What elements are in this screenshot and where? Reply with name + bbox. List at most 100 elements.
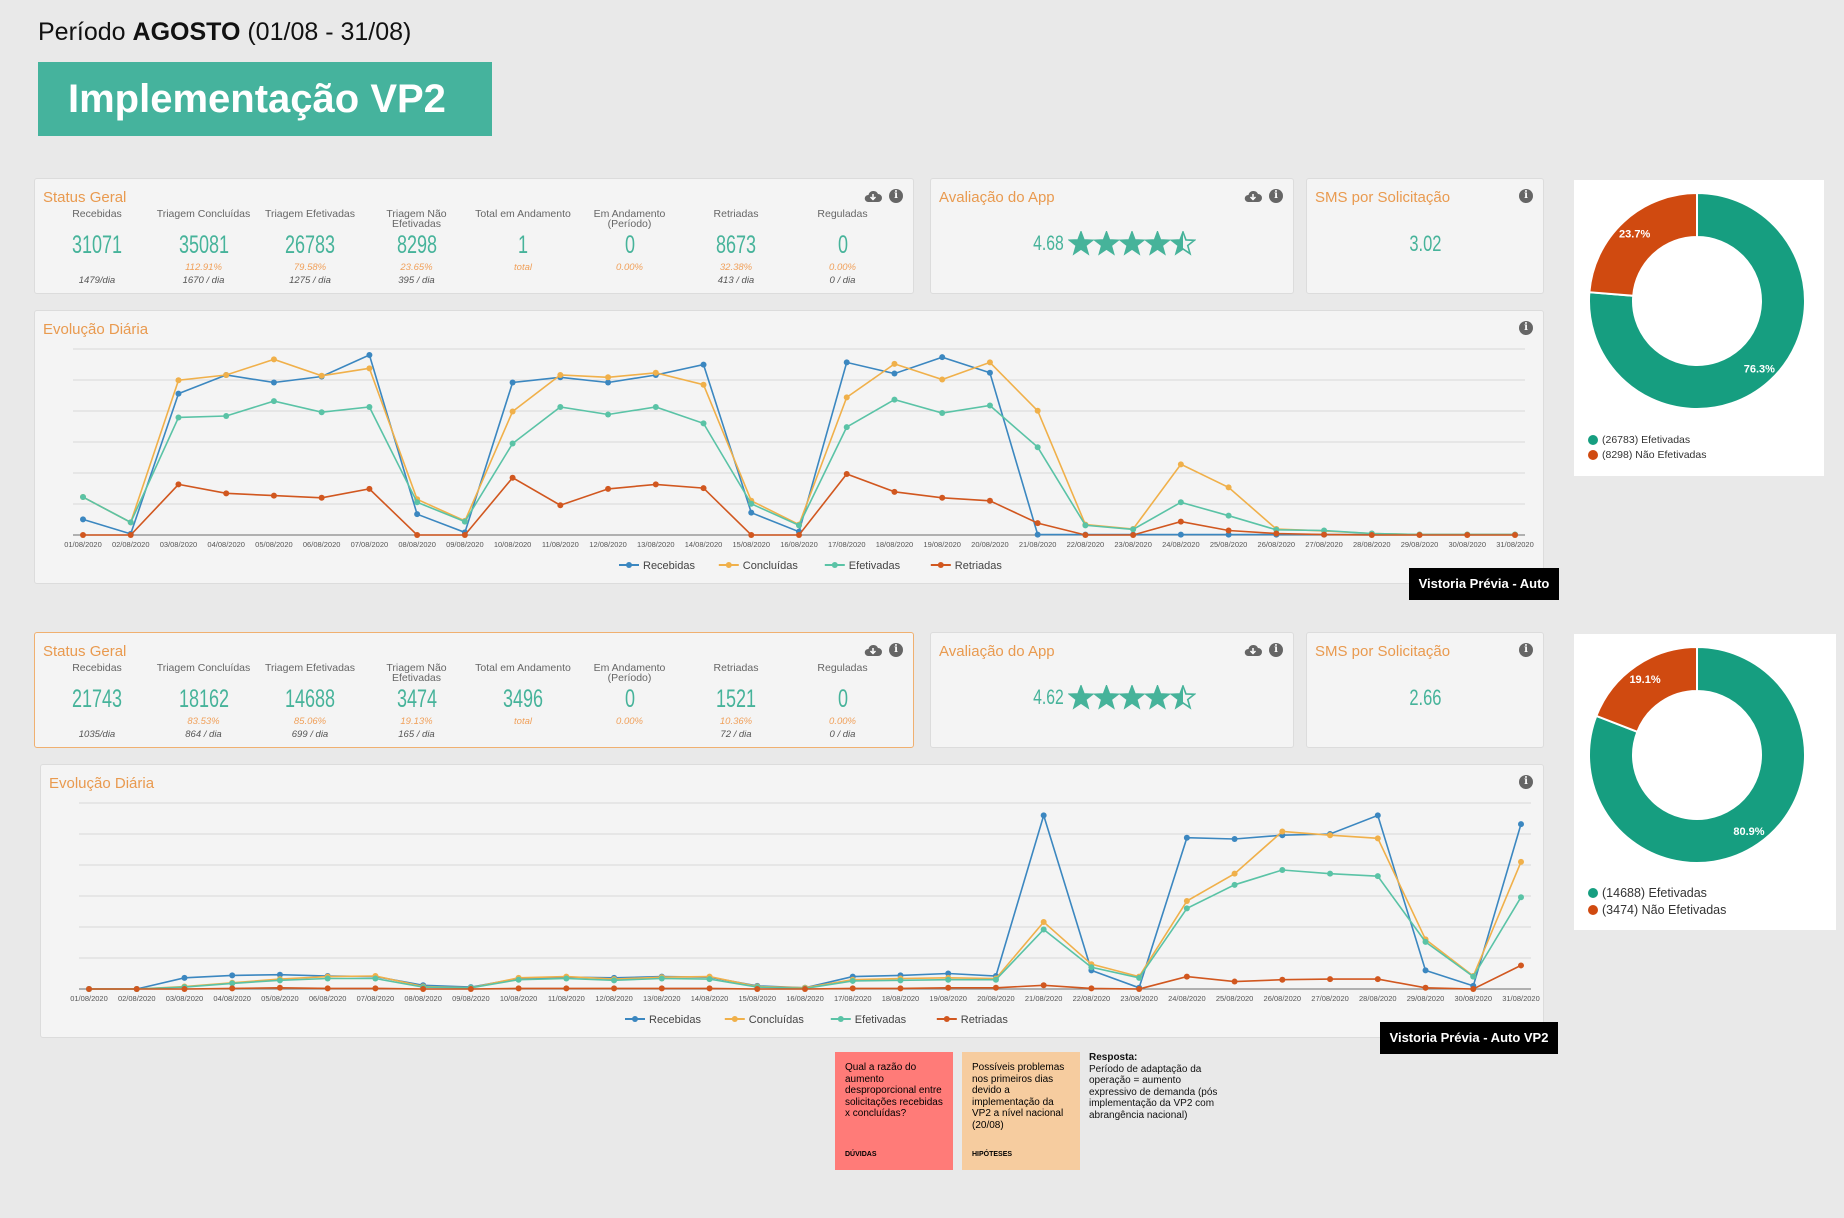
data-point[interactable]	[1040, 982, 1047, 989]
data-point[interactable]	[1321, 531, 1328, 538]
chart-legend-item[interactable]: Recebidas	[625, 1014, 701, 1026]
cloud-download-icon[interactable]	[863, 643, 883, 657]
data-point[interactable]	[223, 412, 230, 419]
donut-legend-item[interactable]: (3474) Não Efetivadas	[1588, 903, 1726, 917]
info-icon[interactable]: i	[1269, 189, 1283, 203]
data-point[interactable]	[748, 500, 755, 507]
data-point[interactable]	[891, 360, 898, 367]
data-point[interactable]	[986, 359, 993, 366]
info-icon[interactable]: i	[1519, 643, 1533, 657]
data-point[interactable]	[1177, 499, 1184, 506]
data-point[interactable]	[754, 986, 761, 992]
data-point[interactable]	[1231, 870, 1238, 877]
donut-legend-item[interactable]: (14688) Efetivadas	[1588, 886, 1726, 900]
data-point[interactable]	[1518, 821, 1524, 828]
data-point[interactable]	[270, 379, 277, 386]
data-point[interactable]	[80, 516, 86, 523]
data-point[interactable]	[1273, 530, 1280, 537]
data-point[interactable]	[563, 975, 570, 982]
data-point[interactable]	[80, 532, 86, 538]
data-point[interactable]	[1177, 518, 1184, 525]
data-point[interactable]	[372, 975, 379, 982]
data-point[interactable]	[366, 485, 373, 492]
data-point[interactable]	[1183, 905, 1190, 912]
donut-legend-item[interactable]: (26783) Efetivadas	[1588, 434, 1706, 446]
data-point[interactable]	[1034, 531, 1041, 538]
data-point[interactable]	[611, 985, 618, 992]
data-point[interactable]	[1130, 532, 1137, 538]
info-icon[interactable]: i	[1519, 189, 1533, 203]
data-point[interactable]	[1279, 866, 1286, 873]
data-point[interactable]	[223, 372, 230, 379]
data-point[interactable]	[891, 488, 898, 495]
donut-slice[interactable]	[1595, 645, 1698, 734]
info-icon[interactable]: i	[1519, 775, 1533, 789]
data-point[interactable]	[1034, 407, 1041, 414]
data-point[interactable]	[1183, 834, 1190, 841]
info-icon[interactable]: i	[1519, 321, 1533, 335]
data-point[interactable]	[1034, 520, 1041, 527]
data-point[interactable]	[276, 971, 283, 978]
info-icon[interactable]: i	[1269, 643, 1283, 657]
data-point[interactable]	[1082, 532, 1089, 538]
data-point[interactable]	[324, 975, 331, 982]
data-point[interactable]	[796, 522, 802, 529]
data-point[interactable]	[652, 481, 659, 488]
data-point[interactable]	[700, 361, 707, 368]
chart-legend-item[interactable]: Concluídas	[718, 560, 799, 572]
data-point[interactable]	[175, 390, 182, 397]
data-point[interactable]	[372, 985, 379, 992]
data-point[interactable]	[1231, 978, 1238, 985]
data-point[interactable]	[897, 977, 904, 984]
data-point[interactable]	[1327, 976, 1334, 983]
data-point[interactable]	[181, 986, 188, 992]
data-point[interactable]	[1374, 976, 1381, 983]
data-point[interactable]	[318, 494, 325, 501]
donut-slice[interactable]	[1588, 645, 1806, 864]
donut-slice[interactable]	[1588, 191, 1806, 410]
cloud-download-icon[interactable]	[1243, 189, 1263, 203]
series-line-recebidas[interactable]	[82, 353, 1515, 536]
chart-legend-item[interactable]: Efetivadas	[830, 1014, 907, 1026]
data-point[interactable]	[270, 492, 277, 499]
data-point[interactable]	[1034, 444, 1041, 451]
data-point[interactable]	[563, 985, 570, 992]
data-point[interactable]	[1040, 926, 1047, 933]
data-point[interactable]	[366, 365, 373, 372]
data-point[interactable]	[229, 985, 236, 992]
series-line-efetivadas[interactable]	[89, 869, 1522, 990]
data-point[interactable]	[802, 986, 808, 992]
data-point[interactable]	[986, 497, 993, 504]
data-point[interactable]	[1231, 835, 1238, 842]
chart-legend-item[interactable]: Recebidas	[619, 560, 695, 572]
data-point[interactable]	[1225, 527, 1232, 534]
data-point[interactable]	[175, 481, 182, 488]
data-point[interactable]	[509, 379, 516, 386]
data-point[interactable]	[939, 494, 946, 501]
data-point[interactable]	[891, 370, 898, 377]
data-point[interactable]	[1518, 894, 1524, 901]
data-point[interactable]	[276, 977, 283, 984]
data-point[interactable]	[1183, 897, 1190, 904]
data-point[interactable]	[1327, 870, 1334, 877]
data-point[interactable]	[1177, 531, 1184, 538]
info-icon[interactable]: i	[889, 643, 903, 657]
data-point[interactable]	[843, 470, 850, 477]
chart-legend-item[interactable]: Retriadas	[936, 1014, 1009, 1026]
donut-slice[interactable]	[1588, 191, 1698, 297]
data-point[interactable]	[1136, 974, 1143, 981]
data-point[interactable]	[229, 980, 236, 987]
data-point[interactable]	[986, 369, 993, 376]
data-point[interactable]	[945, 976, 952, 983]
data-point[interactable]	[605, 411, 612, 418]
data-point[interactable]	[414, 532, 421, 538]
info-icon[interactable]: i	[889, 189, 903, 203]
data-point[interactable]	[509, 408, 516, 415]
data-point[interactable]	[318, 409, 325, 416]
data-point[interactable]	[1130, 526, 1137, 533]
data-point[interactable]	[223, 490, 230, 497]
cloud-download-icon[interactable]	[863, 189, 883, 203]
chart-legend-item[interactable]: Retriadas	[930, 560, 1003, 572]
series-line-recebidas[interactable]	[89, 812, 1522, 990]
data-point[interactable]	[605, 374, 612, 381]
